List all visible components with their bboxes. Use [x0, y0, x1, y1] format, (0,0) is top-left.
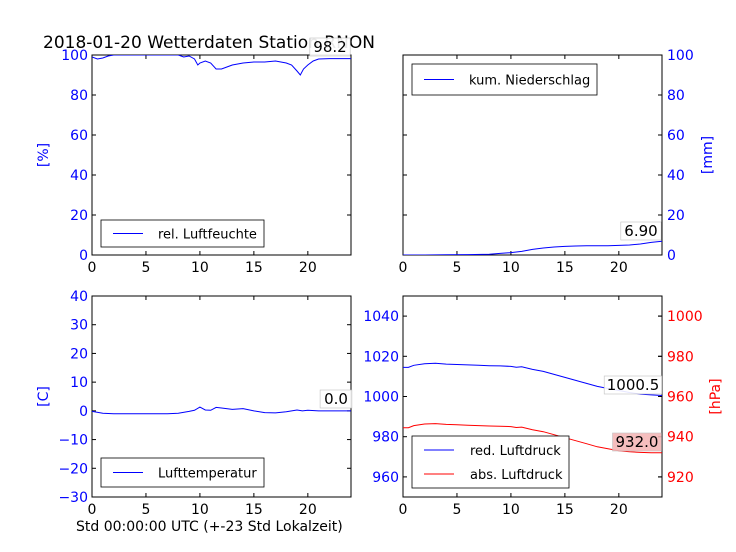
precipitation-ylabel: [mm] [700, 136, 716, 174]
temperature-annotation-box-0 [319, 389, 353, 409]
pressure-xtick-label: 5 [452, 502, 461, 518]
humidity-annotation-box-0 [309, 37, 351, 57]
temperature-ytick-label: −10 [58, 433, 88, 449]
pressure-ytick-label: 1000 [363, 390, 399, 406]
temperature-annotation-0: 0.0 [324, 390, 348, 408]
pressure-ytick-right-label: 940 [667, 430, 694, 446]
humidity-ytick-label: 20 [70, 208, 88, 224]
temperature-xtick-label: 5 [141, 502, 150, 518]
pressure-annotation-box-1 [612, 432, 662, 452]
humidity-xtick-label: 10 [191, 260, 209, 276]
pressure-ytick-right-label: 1000 [667, 309, 703, 325]
temperature-ytick-label: −30 [58, 490, 88, 506]
precipitation-ytick-label: 60 [667, 128, 685, 144]
temperature-ytick-label: 0 [79, 404, 88, 420]
pressure-legend-label-1: abs. Luftdruck [470, 468, 563, 483]
precipitation-ytick-label: 100 [667, 48, 694, 64]
humidity-axes-frame [91, 54, 352, 256]
pressure-ytick-label: 960 [372, 470, 399, 486]
pressure-annotation-box-0 [603, 375, 663, 395]
precipitation-legend: kum. Niederschlag [411, 63, 598, 96]
humidity-ytick-label: 0 [79, 248, 88, 264]
figure-xlabel: Std 00:00:00 UTC (+-23 Std Lokalzeit) [76, 519, 343, 535]
pressure-annotation-0: 1000.5 [607, 376, 660, 394]
precipitation-ytick-label: 0 [667, 248, 676, 264]
temperature-ytick-label: 20 [70, 346, 88, 362]
pressure-ytick-label: 1040 [363, 309, 399, 325]
pressure-ylabel-right: [hPa] [708, 378, 724, 414]
pressure-ytick-right-label: 920 [667, 470, 694, 486]
pressure-ytick-right-label: 960 [667, 390, 694, 406]
precipitation-xtick-label: 10 [502, 260, 520, 276]
pressure-xtick-label: 0 [399, 502, 408, 518]
humidity-series-line-0 [92, 55, 351, 76]
temperature-ylabel: [C] [36, 386, 52, 407]
precipitation-xtick-label: 20 [610, 260, 628, 276]
temperature-xtick-label: 0 [88, 502, 97, 518]
pressure-ytick-right-label: 980 [667, 349, 694, 365]
temperature-series-line-0 [92, 406, 351, 415]
pressure-legend-box [411, 435, 570, 489]
precipitation-legend-label-0: kum. Niederschlag [469, 74, 590, 89]
precipitation-annotation-box-0 [620, 221, 662, 241]
humidity-subplot: 0 5 10 15 20 0 20 40 60 80 100 [%] rel. Luftfeuchte 9… [36, 37, 352, 276]
humidity-annotation-0: 98.2 [313, 38, 346, 56]
figure-title: 2018-01-20 Wetterdaten Station RNON [43, 33, 375, 53]
precipitation-ytick-label: 20 [667, 208, 685, 224]
temperature-ytick-label: 40 [70, 289, 88, 305]
humidity-legend-label-0: rel. Luftfeuchte [158, 228, 257, 243]
temperature-ytick-label: 10 [70, 375, 88, 391]
temperature-legend-label-0: Lufttemperatur [158, 467, 257, 482]
humidity-ytick-label: 80 [70, 88, 88, 104]
pressure-subplot: 0 5 10 15 20 960 980 1000 1020 1040 920 940 960 980 10… [363, 295, 724, 518]
precipitation-series-line-0 [403, 240, 662, 255]
precipitation-ytick-label: 40 [667, 168, 685, 184]
precipitation-annotation-0: 6.90 [624, 222, 657, 240]
precipitation-xtick-label: 0 [399, 260, 408, 276]
pressure-ytick-label: 1020 [363, 349, 399, 365]
humidity-xtick-label: 15 [245, 260, 263, 276]
humidity-xtick-label: 5 [141, 260, 150, 276]
precipitation-xtick-label: 15 [556, 260, 574, 276]
temperature-ytick-label: 30 [70, 318, 88, 334]
humidity-xtick-label: 20 [299, 260, 317, 276]
pressure-legend-label-0: red. Luftdruck [470, 444, 561, 459]
humidity-ylabel: [%] [36, 143, 52, 167]
temperature-xtick-label: 10 [191, 502, 209, 518]
precipitation-axes-frame [402, 54, 663, 256]
humidity-ytick-label: 60 [70, 128, 88, 144]
humidity-ytick-label: 40 [70, 168, 88, 184]
humidity-ytick-label: 100 [61, 48, 88, 64]
pressure-xtick-label: 20 [610, 502, 628, 518]
temperature-xtick-label: 20 [299, 502, 317, 518]
pressure-xtick-label: 15 [556, 502, 574, 518]
temperature-legend: Lufttemperatur [100, 457, 265, 488]
pressure-ytick-label: 980 [372, 430, 399, 446]
pressure-legend: red. Luftdruck abs. Luftdruck [411, 435, 570, 489]
temperature-subplot: 0 5 10 15 20 −30 −20 −10 0 10 20 30 40 [C] Lufttempera… [36, 289, 353, 518]
humidity-legend: rel. Luftfeuchte [100, 219, 265, 248]
humidity-xtick-label: 0 [88, 260, 97, 276]
pressure-xtick-label: 10 [502, 502, 520, 518]
pressure-annotation-1: 932.0 [616, 433, 659, 451]
precipitation-xtick-label: 5 [452, 260, 461, 276]
temperature-ytick-label: −20 [58, 461, 88, 477]
precipitation-subplot: 0 5 10 15 20 0 20 40 60 80 100 [mm] kum. Niederschla… [399, 48, 716, 276]
temperature-xtick-label: 15 [245, 502, 263, 518]
precipitation-ytick-label: 80 [667, 88, 685, 104]
